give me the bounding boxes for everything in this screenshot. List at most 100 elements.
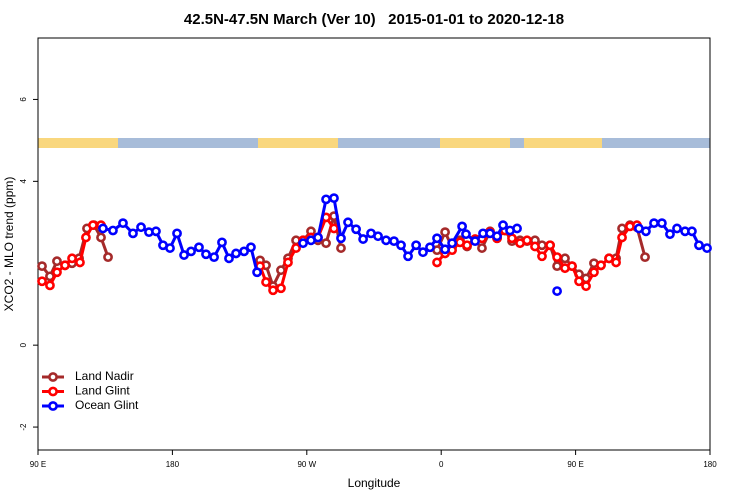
data-point	[457, 221, 468, 232]
legend-label: Land Nadir	[75, 369, 134, 383]
legend-item: Land Glint	[42, 384, 130, 398]
data-point	[418, 247, 428, 258]
data-point	[118, 218, 128, 229]
data-point	[425, 242, 435, 253]
data-point	[552, 252, 562, 263]
data-point	[574, 276, 584, 287]
data-point	[172, 228, 182, 239]
x-tick-label: 90 E	[567, 460, 583, 469]
data-point	[403, 251, 413, 262]
data-point	[194, 242, 204, 253]
data-point	[389, 236, 399, 247]
data-point	[617, 232, 627, 243]
x-tick-label: 180	[703, 460, 717, 469]
data-point	[381, 235, 391, 246]
data-point	[702, 243, 712, 253]
land-ocean-strip	[38, 138, 710, 148]
data-point	[108, 225, 118, 236]
legend-label: Ocean Glint	[75, 398, 139, 412]
data-point	[136, 222, 146, 233]
data-point	[75, 257, 85, 268]
legend-item: Land Nadir	[42, 369, 134, 383]
data-point	[687, 226, 697, 237]
data-point	[252, 267, 262, 278]
legend-item: Ocean Glint	[42, 398, 139, 412]
data-point	[179, 250, 189, 260]
data-point	[589, 267, 599, 278]
data-point	[657, 218, 667, 229]
x-tick-label: 90 W	[297, 460, 316, 469]
data-point	[186, 246, 196, 257]
data-point	[209, 252, 219, 263]
data-point	[128, 228, 138, 239]
data-point	[432, 257, 442, 268]
data-point	[321, 194, 331, 205]
data-point	[224, 253, 234, 264]
data-point	[470, 236, 480, 247]
data-point	[672, 223, 682, 234]
data-point	[596, 260, 606, 271]
y-tick-label: 6	[19, 97, 28, 102]
data-point	[641, 226, 651, 237]
data-point	[81, 232, 91, 243]
data-point	[103, 252, 113, 263]
y-axis-label: XCO2 - MLO trend (ppm)	[2, 177, 16, 312]
data-point	[88, 220, 98, 231]
data-point	[530, 241, 540, 252]
data-point	[231, 248, 241, 259]
data-point	[268, 285, 278, 296]
data-point	[522, 235, 532, 246]
data-point	[560, 253, 570, 264]
data-point	[37, 276, 47, 287]
data-point	[617, 223, 627, 234]
legend-marker	[48, 401, 58, 411]
y-tick-label: -2	[19, 423, 28, 431]
plot-frame	[37, 37, 711, 451]
legend-label: Land Glint	[75, 384, 130, 398]
data-point	[358, 234, 368, 244]
data-point	[351, 224, 361, 235]
y-tick-label: 4	[19, 179, 28, 184]
legend-marker	[48, 386, 58, 397]
data-point	[492, 231, 502, 242]
data-point	[313, 232, 323, 243]
data-point	[373, 231, 383, 242]
data-point	[604, 253, 614, 264]
data-point	[552, 286, 562, 296]
data-point	[411, 240, 422, 251]
data-point	[640, 252, 650, 263]
data-point	[201, 249, 211, 260]
data-point	[321, 238, 331, 249]
data-point	[276, 283, 286, 294]
data-point	[567, 261, 577, 272]
data-point	[581, 281, 591, 292]
y-tick-label: 0	[19, 342, 28, 347]
data-point	[291, 243, 301, 253]
data-point	[165, 243, 175, 253]
data-point	[447, 238, 458, 249]
data-point	[396, 240, 406, 251]
data-point	[52, 256, 62, 267]
data-point	[462, 240, 472, 251]
data-point	[246, 242, 256, 253]
data-point	[440, 227, 450, 238]
data-point	[649, 218, 659, 229]
data-point	[694, 240, 704, 251]
data-point	[507, 233, 517, 244]
x-tick-label: 0	[439, 460, 444, 469]
data-point	[151, 226, 161, 237]
data-point	[67, 253, 77, 264]
legend-marker	[48, 372, 58, 382]
data-point	[96, 232, 106, 243]
data-point	[239, 246, 249, 257]
data-point	[545, 240, 555, 251]
x-tick-label: 90 E	[30, 460, 46, 469]
chart-title: 42.5N-47.5N March (Ver 10) 2015-01-01 to…	[184, 11, 564, 28]
data-point	[217, 237, 227, 248]
data-point	[52, 267, 62, 278]
data-point	[298, 238, 308, 249]
x-tick-label: 180	[166, 460, 180, 469]
data-point	[512, 223, 522, 234]
data-point	[343, 217, 353, 228]
